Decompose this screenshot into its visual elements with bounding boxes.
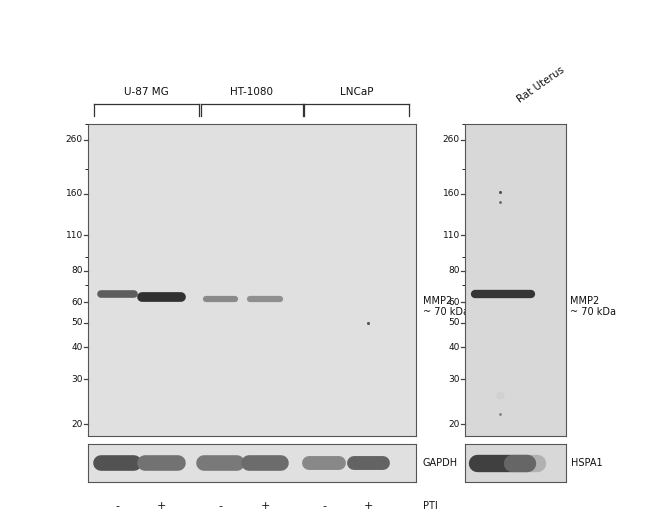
Text: 80: 80	[448, 266, 460, 275]
Text: -: -	[322, 501, 326, 511]
Text: +: +	[364, 501, 373, 511]
Text: MMP2
~ 70 kDa: MMP2 ~ 70 kDa	[422, 296, 469, 317]
Text: Rat Uterus: Rat Uterus	[515, 66, 566, 105]
Text: GAPDH: GAPDH	[422, 458, 458, 468]
Text: 20: 20	[448, 420, 460, 429]
Text: +: +	[157, 501, 166, 511]
Text: 110: 110	[443, 231, 460, 239]
Text: -: -	[115, 501, 120, 511]
Text: 50: 50	[448, 318, 460, 327]
Text: 160: 160	[66, 189, 83, 198]
Text: 60: 60	[72, 298, 83, 307]
Text: HT-1080: HT-1080	[230, 87, 274, 98]
Text: 110: 110	[66, 231, 83, 239]
Text: 60: 60	[448, 298, 460, 307]
Text: 160: 160	[443, 189, 460, 198]
Text: PTI: PTI	[422, 501, 437, 511]
Text: 260: 260	[443, 135, 460, 144]
Text: U-87 MG: U-87 MG	[124, 87, 169, 98]
Text: -: -	[218, 501, 223, 511]
Text: 40: 40	[448, 343, 460, 352]
Text: 20: 20	[72, 420, 83, 429]
Text: 80: 80	[72, 266, 83, 275]
Text: MMP2
~ 70 kDa: MMP2 ~ 70 kDa	[569, 296, 616, 317]
Text: 30: 30	[448, 375, 460, 384]
Text: HSPA1: HSPA1	[571, 458, 602, 468]
Text: +: +	[260, 501, 270, 511]
Text: 40: 40	[72, 343, 83, 352]
Text: 30: 30	[72, 375, 83, 384]
Text: 260: 260	[66, 135, 83, 144]
Text: LNCaP: LNCaP	[340, 87, 374, 98]
Text: 50: 50	[72, 318, 83, 327]
